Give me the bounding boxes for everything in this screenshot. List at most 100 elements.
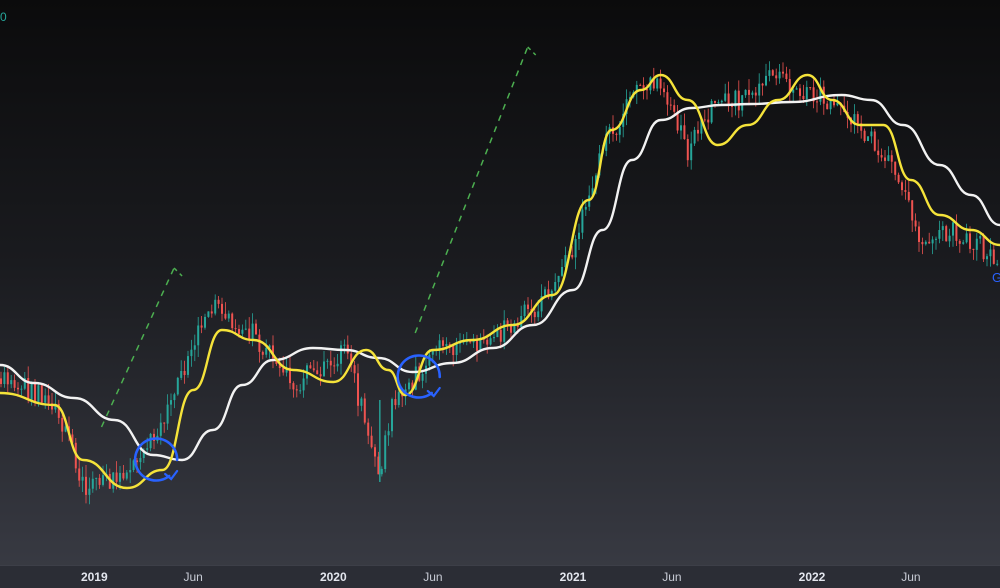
slow-moving-average [0,93,1000,462]
candle-body [465,341,468,343]
candle-body [98,477,101,485]
candle-body [646,89,648,91]
candle-body [20,388,23,390]
candle-body [996,263,999,265]
candle-body [989,249,992,257]
projection-line [100,267,175,428]
candle-body [421,373,424,381]
candle-body [255,323,257,335]
candle-body [496,329,499,338]
candle-body [652,77,655,89]
candle-body [326,360,329,362]
candle-body [771,70,774,76]
circle-annotation [396,354,442,399]
candle-body [761,83,764,86]
candle-body [544,289,546,297]
candle-body [867,136,869,141]
candle-body [71,434,74,443]
candle-body [40,385,43,403]
candle-body [442,340,444,346]
candle-body [853,114,856,125]
candle-body [340,345,342,364]
candle-body [591,188,594,196]
candle-body [129,470,132,473]
candle-body [0,378,2,384]
candle-body [159,422,162,436]
candle-body [768,70,771,76]
plot-area[interactable] [0,0,1000,565]
candle-body [734,90,737,107]
candle-body [136,460,138,463]
candle-body [397,392,400,405]
candle-body [139,458,142,463]
candle-body [829,100,832,110]
candle-body [217,299,220,304]
fast-moving-average [0,73,1000,490]
candle-body [952,222,954,236]
candle-body [438,340,441,350]
candle-body [554,282,557,291]
candle-body [778,71,781,79]
slow-ma-line [0,93,1000,462]
candle-body [163,422,166,424]
candle-body [319,374,322,377]
candle-body [666,92,669,105]
candle-body [197,325,200,346]
candle-body [578,232,580,239]
candle-body [363,398,366,423]
candle-body [241,329,244,334]
candle-body [724,93,727,101]
candle-body [557,275,560,283]
candle-body [690,143,693,161]
candle-body [224,313,227,319]
candle-body [975,238,978,250]
candle-body [564,255,567,267]
candle-body [51,403,53,410]
candle-body [533,312,536,318]
candle-body [91,478,94,489]
candle-body [377,456,380,475]
candle-body [469,341,472,343]
candle-body [499,329,502,342]
candle-body [795,88,798,90]
candle-body [394,399,397,406]
candle-body [445,344,448,346]
candle-body [231,313,234,329]
candle-body [227,313,230,319]
candle-body [316,370,319,375]
candle-body [962,242,965,244]
candle-body [146,448,149,450]
annotations [100,46,537,482]
x-tick-label: 2020 [319,570,347,584]
candle-body [907,191,910,201]
candle-body [170,400,172,405]
candle-body [309,365,312,369]
candle-body [78,468,81,481]
candle-body [37,385,40,403]
candle-body [890,155,893,162]
candle-body [285,367,288,373]
candle-body [17,387,19,390]
candle-body [782,71,784,74]
candle-body [618,126,621,135]
x-axis[interactable]: 2019 Jun 2020 Jun 2021 Jun 2022 Jun [0,565,1000,588]
x-tick-label: 2022 [798,570,826,584]
candle-body [727,93,730,106]
candle-body [207,311,210,317]
top-left-price-label: 0 [0,10,7,24]
candle-body [992,249,995,264]
candle-body [23,378,26,389]
x-tick-label: Jun [423,570,443,584]
candle-body [720,100,723,103]
candle-body [540,296,543,312]
candle-body [765,75,767,86]
candle-body [833,100,835,106]
candle-body [928,241,931,244]
candle-body [125,472,128,479]
candlestick-series [0,61,999,505]
candle-body [669,104,672,106]
candle-body [431,350,434,355]
candle-body [190,349,193,357]
candle-body [493,337,495,339]
